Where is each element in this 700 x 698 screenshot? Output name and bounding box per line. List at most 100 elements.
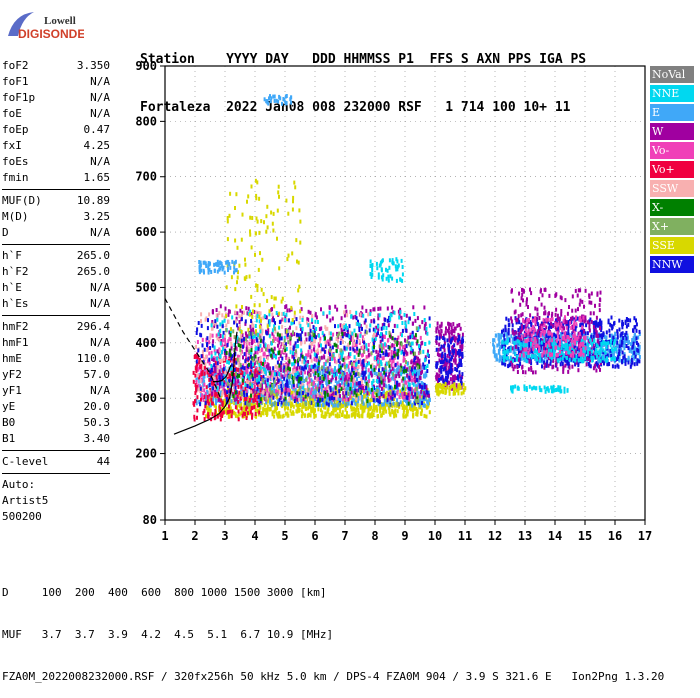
echo-mark [212,339,214,343]
echo-mark [373,403,375,407]
echo-mark [398,316,400,320]
echo-mark [359,339,361,343]
echo-mark [308,332,310,336]
echo-mark [346,415,348,419]
echo-mark [376,393,378,397]
echo-mark [209,262,211,266]
echo-mark [368,375,370,379]
echo-mark [311,318,313,322]
echo-mark [221,359,223,363]
echo-mark [441,352,443,356]
echo-mark [250,361,252,365]
echo-mark [436,341,438,345]
echo-mark [244,383,246,387]
echo-mark [275,337,277,341]
echo-mark [457,376,459,380]
echo-mark [255,355,257,359]
echo-mark [286,94,288,98]
echo-mark [264,370,266,374]
echo-mark [379,383,381,387]
echo-mark [359,389,361,393]
echo-mark [255,368,257,372]
echo-mark [274,401,276,405]
echo-mark [280,384,282,388]
echo-mark [380,373,382,377]
echo-mark [316,378,318,382]
echo-mark [284,339,286,343]
echo-mark [403,352,405,356]
echo-mark [293,405,295,409]
echo-mark [222,335,224,339]
echo-mark [244,352,246,356]
echo-mark [452,322,454,326]
echo-mark [377,325,379,329]
echo-mark [313,325,315,329]
echo-mark [439,336,441,340]
echo-mark [371,265,373,269]
echo-mark [279,320,281,324]
echo-mark [318,334,320,338]
echo-mark [394,347,396,351]
echo-mark [234,206,236,210]
echo-mark [248,363,250,367]
echo-mark [266,205,268,209]
echo-mark [259,251,261,255]
echo-mark [381,387,383,391]
echo-mark [397,362,399,366]
echo-mark [423,395,425,399]
echo-mark [414,319,416,323]
echo-mark [227,237,229,241]
echo-mark [384,342,386,346]
echo-mark [286,379,288,383]
echo-mark [428,341,430,345]
echo-mark [424,358,426,362]
echo-mark [371,374,373,378]
echo-mark [303,397,305,401]
echo-mark [249,342,251,346]
echo-mark [424,375,426,379]
echo-mark [417,366,419,370]
echo-mark [400,400,402,404]
echo-mark [231,315,233,319]
echo-mark [449,387,451,391]
echo-mark [397,365,399,369]
echo-mark [458,349,460,353]
echo-mark [220,354,222,358]
echo-mark [355,363,357,367]
echo-mark [214,352,216,356]
echo-mark [194,355,196,359]
echo-mark [421,401,423,405]
echo-mark [200,319,202,323]
echo-mark [288,359,290,363]
echo-mark [213,263,215,267]
echo-mark [199,402,201,406]
echo-mark [225,324,227,328]
echo-mark [409,342,411,346]
echo-mark [373,320,375,324]
echo-mark [335,391,337,395]
echo-mark [339,414,341,418]
echo-mark [274,410,276,414]
echo-mark [349,352,351,356]
echo-mark [421,320,423,324]
echo-mark [278,364,280,368]
echo-mark [412,395,414,399]
echo-mark [341,354,343,358]
echo-mark [335,376,337,380]
echo-mark [247,384,249,388]
echo-mark [307,323,309,327]
echo-mark [223,331,225,335]
echo-mark [346,347,348,351]
echo-mark [251,185,253,189]
echo-mark [236,311,238,315]
echo-mark [225,328,227,332]
echo-mark [234,287,236,291]
echo-mark [276,99,278,103]
echo-mark [293,376,295,380]
echo-mark [317,320,319,324]
echo-mark [314,364,316,368]
echo-mark [346,364,348,368]
echo-mark [259,325,261,329]
echo-mark [445,371,447,375]
echo-mark [256,180,258,184]
